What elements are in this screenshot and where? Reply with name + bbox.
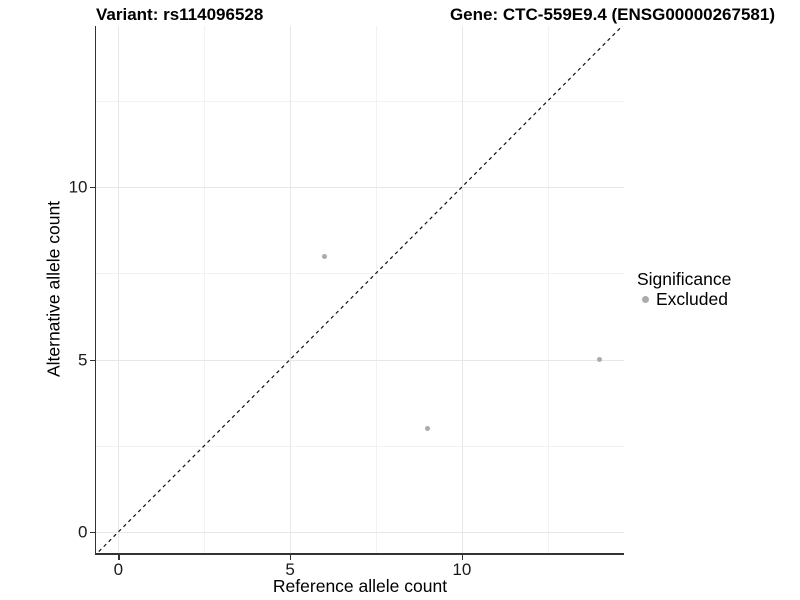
major-gridline-y bbox=[96, 187, 624, 189]
data-point bbox=[425, 425, 430, 431]
title-row: Variant: rs114096528 Gene: CTC-559E9.4 (… bbox=[96, 5, 775, 25]
data-point bbox=[596, 357, 602, 362]
major-gridline-x bbox=[290, 26, 292, 553]
y-axis-title: Alternative allele count bbox=[43, 200, 64, 378]
identity-line bbox=[96, 26, 624, 553]
minor-gridline-y bbox=[96, 273, 624, 275]
y-tick-label: 0 bbox=[78, 522, 88, 542]
legend-item-label: Excluded bbox=[656, 289, 728, 309]
gene-title: Gene: CTC-559E9.4 (ENSG00000267581) bbox=[449, 5, 775, 24]
y-tick-label: 10 bbox=[68, 177, 88, 197]
x-tick-mark bbox=[118, 555, 120, 560]
major-gridline-y bbox=[96, 359, 624, 361]
minor-gridline-x bbox=[375, 26, 377, 553]
points-layer bbox=[96, 26, 624, 553]
minor-gridline-x bbox=[204, 26, 206, 553]
x-tick-mark bbox=[461, 555, 464, 560]
major-gridline-y bbox=[96, 531, 624, 533]
legend-point-icon bbox=[642, 296, 649, 303]
minor-gridline-x bbox=[547, 26, 549, 553]
plot-panel bbox=[96, 26, 624, 553]
x-axis-title: Reference allele count bbox=[272, 576, 448, 596]
minor-gridline-y bbox=[96, 445, 624, 447]
data-point bbox=[321, 253, 327, 259]
y-axis-line bbox=[94, 26, 96, 555]
x-axis-line bbox=[94, 553, 624, 555]
major-gridline-x bbox=[461, 26, 463, 553]
legend-item: Excluded bbox=[637, 290, 731, 309]
legend-title: Significance bbox=[637, 269, 732, 289]
legend-key bbox=[637, 290, 654, 309]
x-tick-mark bbox=[290, 555, 292, 560]
y-tick-label: 5 bbox=[78, 350, 88, 369]
major-gridline-x bbox=[118, 26, 120, 553]
minor-gridline-y bbox=[96, 100, 624, 102]
variant-title: Variant: rs114096528 bbox=[96, 5, 264, 24]
grid-layer bbox=[96, 26, 624, 553]
legend: Significance Excluded bbox=[637, 270, 731, 309]
